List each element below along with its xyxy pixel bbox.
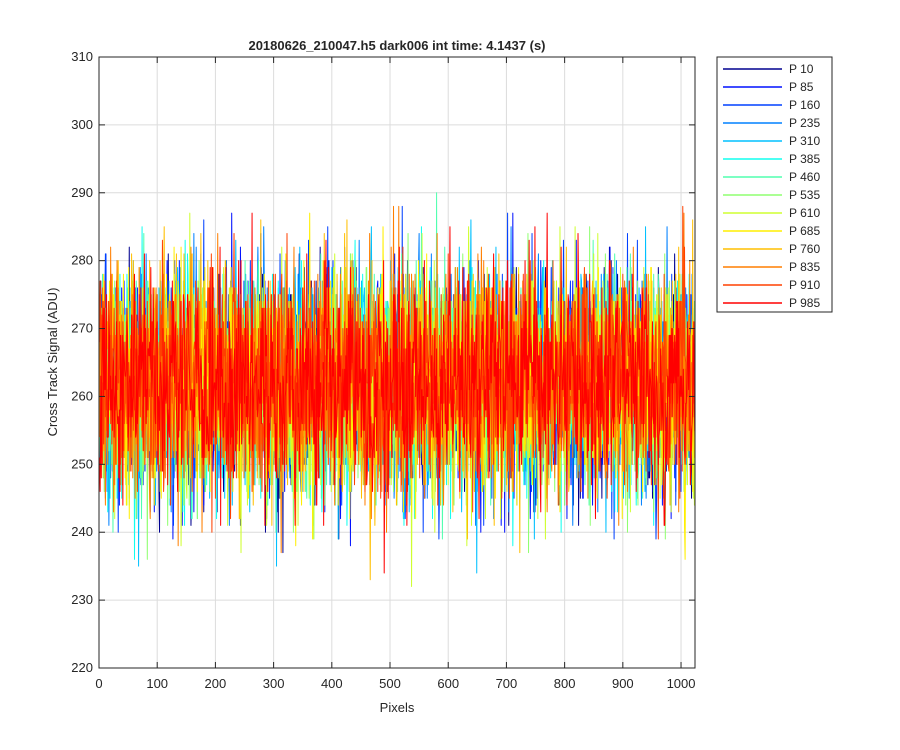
legend-label: P 160 xyxy=(789,98,820,112)
legend-item[interactable]: P 385 xyxy=(723,152,820,166)
legend-label: P 985 xyxy=(789,296,820,310)
legend-item[interactable]: P 85 xyxy=(723,80,814,94)
y-tick-label: 300 xyxy=(71,117,93,132)
legend-item[interactable]: P 160 xyxy=(723,98,820,112)
legend-label: P 910 xyxy=(789,278,820,292)
legend-item[interactable]: P 685 xyxy=(723,224,820,238)
x-tick-label: 1000 xyxy=(667,676,696,691)
x-tick-label: 500 xyxy=(379,676,401,691)
legend-label: P 85 xyxy=(789,80,814,94)
x-tick-label: 300 xyxy=(263,676,285,691)
ticks: 0 100 200 300 400 500 600 700 800 900 1000 220 230 24… xyxy=(71,49,695,691)
y-tick-label: 290 xyxy=(71,185,93,200)
legend-item[interactable]: P 10 xyxy=(723,62,814,76)
x-tick-label: 900 xyxy=(612,676,634,691)
legend-label: P 235 xyxy=(789,116,820,130)
x-tick-label: 700 xyxy=(496,676,518,691)
y-tick-label: 260 xyxy=(71,388,93,403)
legend-label: P 610 xyxy=(789,206,820,220)
legend-label: P 10 xyxy=(789,62,814,76)
x-tick-label: 400 xyxy=(321,676,343,691)
y-tick-label: 250 xyxy=(71,456,93,471)
y-tick-label: 310 xyxy=(71,49,93,64)
x-tick-label: 0 xyxy=(95,676,102,691)
x-tick-label: 600 xyxy=(437,676,459,691)
legend-box xyxy=(716,56,833,313)
legend-item[interactable]: P 610 xyxy=(723,206,820,220)
legend-item[interactable]: P 460 xyxy=(723,170,820,184)
y-tick-label: 230 xyxy=(71,592,93,607)
legend-item[interactable]: P 910 xyxy=(723,278,820,292)
legend-label: P 760 xyxy=(789,242,820,256)
legend-item[interactable]: P 835 xyxy=(723,260,820,274)
legend-item[interactable]: P 535 xyxy=(723,188,820,202)
legend-item[interactable]: P 760 xyxy=(723,242,820,256)
y-tick-label: 280 xyxy=(71,253,93,268)
y-tick-label: 220 xyxy=(71,660,93,675)
legend-item[interactable]: P 985 xyxy=(723,296,820,310)
x-tick-label: 800 xyxy=(554,676,576,691)
series-line-p985 xyxy=(99,212,695,574)
x-tick-label: 200 xyxy=(205,676,227,691)
series-layer xyxy=(99,192,695,588)
legend-item[interactable]: P 235 xyxy=(723,116,820,130)
legend-item[interactable]: P 310 xyxy=(723,134,820,148)
legend-label: P 310 xyxy=(789,134,820,148)
legend-label: P 385 xyxy=(789,152,820,166)
axes-box xyxy=(98,56,696,669)
x-tick-label: 100 xyxy=(146,676,168,691)
y-tick-label: 270 xyxy=(71,321,93,336)
legend-label: P 460 xyxy=(789,170,820,184)
y-axis-label: Cross Track Signal (ADU) xyxy=(45,288,60,437)
plot-area: 0 100 200 300 400 500 600 700 800 900 1000 220 230 24… xyxy=(71,49,696,691)
x-axis-label: Pixels xyxy=(380,700,415,715)
legend[interactable]: P 10 P 85 P 160 P 235 P 310 P 385 P 460 P 535 P … xyxy=(716,56,833,313)
chart-title: 20180626_210047.h5 dark006 int time: 4.1… xyxy=(248,38,545,53)
legend-label: P 835 xyxy=(789,260,820,274)
y-tick-label: 240 xyxy=(71,524,93,539)
legend-label: P 535 xyxy=(789,188,820,202)
legend-label: P 685 xyxy=(789,224,820,238)
